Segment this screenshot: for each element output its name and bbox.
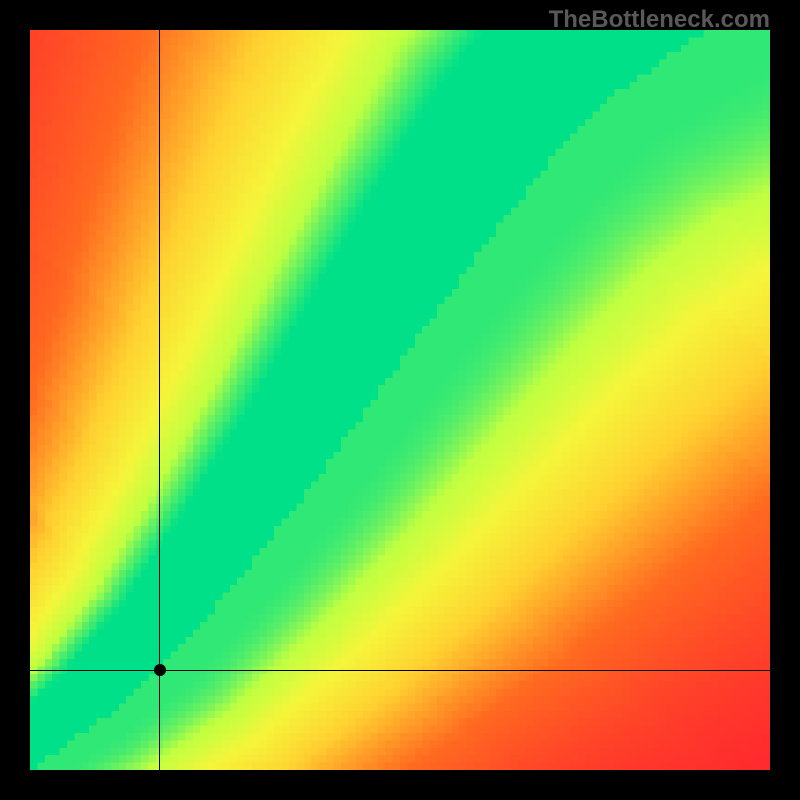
marker-point <box>154 664 166 676</box>
watermark-text: TheBottleneck.com <box>549 6 770 34</box>
heatmap-plot <box>30 30 770 770</box>
bottleneck-chart: TheBottleneck.com <box>0 0 800 800</box>
crosshair-horizontal <box>30 670 770 671</box>
heatmap-canvas <box>30 30 770 770</box>
crosshair-vertical <box>159 30 160 770</box>
